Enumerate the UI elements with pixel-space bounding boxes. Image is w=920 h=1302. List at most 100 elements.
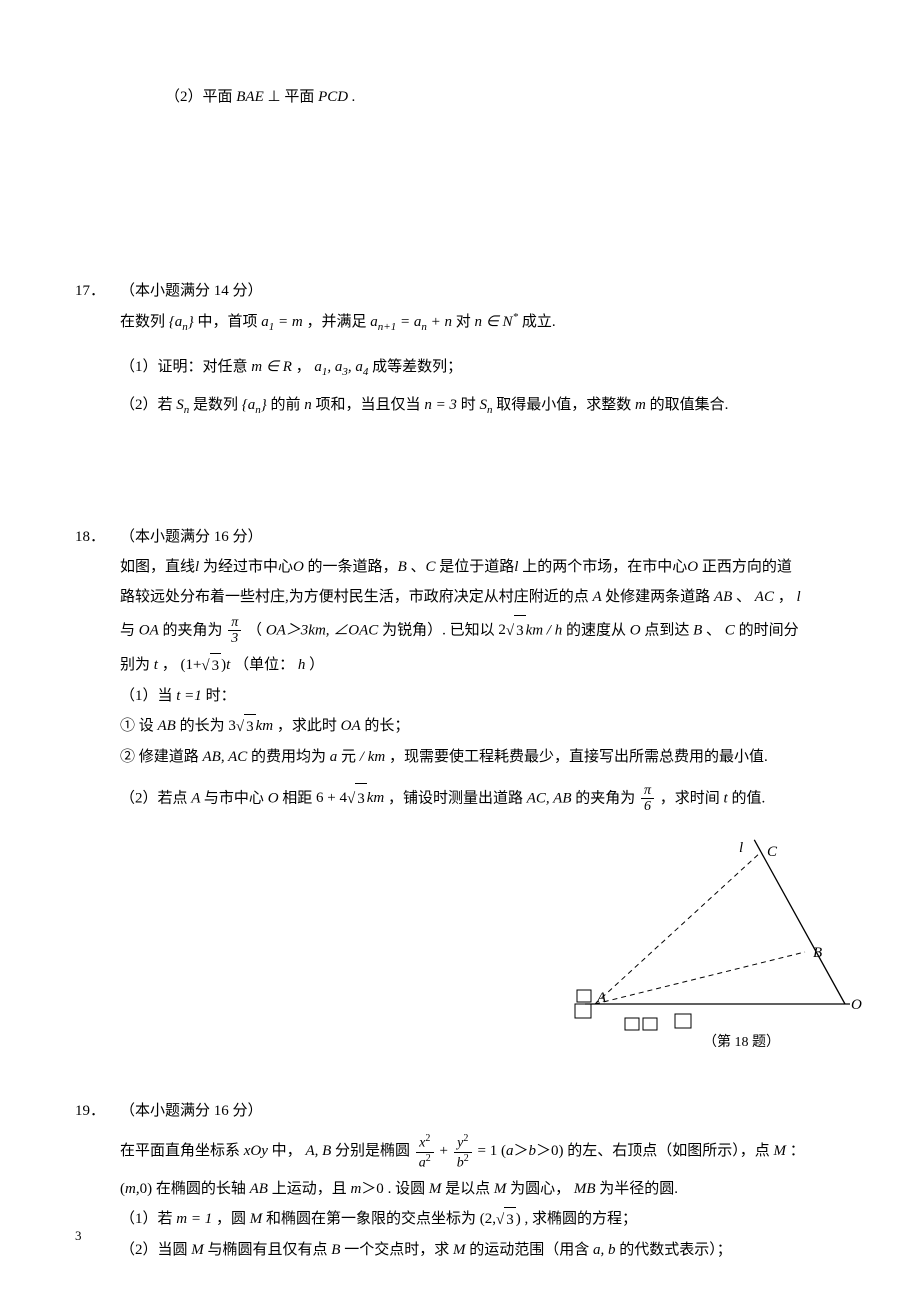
q18-l4c: （单位：: [234, 657, 294, 673]
page-number: 3: [75, 1226, 82, 1247]
q19-M5: M: [191, 1242, 207, 1258]
q19-M6: M: [453, 1242, 469, 1258]
q18-p1b: 时：: [206, 688, 236, 704]
q18-p12d: ，现需要使工程耗费最少，直接写出所需总费用的最小值.: [389, 749, 768, 765]
q18-p11b: 的长为: [180, 718, 225, 734]
q17: 17． （本小题满分 14 分） 在数列 {an} 中，首项 a1 = m ，并…: [75, 279, 845, 420]
q18-p2d: ，铺设时测量出道路: [388, 790, 523, 806]
q17-rec: an+1 = an + n: [370, 314, 455, 330]
q17-p2-f: 取得最小值，求整数: [496, 397, 631, 413]
q18-figure-caption: （第 18 题）: [703, 1032, 780, 1054]
q18-l3h: 的时间分: [739, 622, 799, 638]
q19-p2c: 一个交点时，求: [344, 1242, 449, 1258]
q18-O4: O: [268, 790, 279, 806]
q17-number: 17．: [75, 279, 105, 303]
q16-pcd: PCD .: [318, 89, 356, 105]
q18-l1b: 为经过市中心: [203, 559, 293, 575]
q17-p1-a: （1）证明：对任意: [120, 359, 248, 375]
q18-B2: B: [693, 622, 702, 638]
q18-AB: AB: [714, 589, 732, 605]
q17-stem-b: 中，首项: [198, 314, 258, 330]
q18-O3: O: [630, 622, 641, 638]
q18-l2c: 、: [736, 589, 751, 605]
q18-l4d: ）: [309, 657, 324, 673]
q18-p1a: （1）当: [120, 688, 173, 704]
q18-l4a: 别为: [120, 657, 150, 673]
svg-text:l: l: [739, 840, 743, 856]
q17-p2-c: 的前: [271, 397, 301, 413]
q18-header: （本小题满分 16 分）: [120, 525, 845, 549]
q18-a: a: [330, 749, 338, 765]
q18-l1d: 、: [410, 559, 425, 575]
q16-bae: BAE: [236, 89, 264, 105]
q18-pi3: π3: [228, 615, 241, 647]
q18-p11c: ，求此时: [277, 718, 337, 734]
q17-Sn2: Sn: [479, 397, 496, 413]
q18-p2f: ，求时间: [660, 790, 720, 806]
q18-p2c: 相距: [282, 790, 312, 806]
q19-eq1: = 1: [478, 1143, 498, 1159]
q18-t13: (1+3)t: [180, 657, 230, 673]
q18-l3f: 点到达: [644, 622, 689, 638]
q18-B: B: [398, 559, 407, 575]
q17-a1: a1 = m: [261, 314, 302, 330]
q16-p2-mid: ⊥ 平面: [268, 89, 315, 105]
q18-p12a: ② 修建道路: [120, 749, 199, 765]
q18-l3: l: [796, 589, 800, 605]
q19-p1c: 和椭圆在第一象限的交点坐标为: [266, 1211, 476, 1227]
q18-figure: lCBOA （第 18 题）: [120, 824, 845, 1054]
q19-header: （本小题满分 16 分）: [120, 1099, 845, 1123]
q19-number: 19．: [75, 1099, 105, 1123]
q18-number: 18．: [75, 525, 105, 549]
q19-abv: a, b: [593, 1242, 616, 1258]
q19-p2a: （2）当圆: [120, 1242, 188, 1258]
q19-MB: MB: [574, 1181, 599, 1197]
q17-seq2: {an}: [242, 397, 267, 413]
q19-plus: +: [440, 1143, 452, 1159]
q17-a134: a1, a3, a4: [314, 359, 372, 375]
q19-p2b: 与椭圆有且仅有点: [208, 1242, 328, 1258]
q19-l2c: . 设圆: [388, 1181, 426, 1197]
q18-ACAB: AC, AB: [527, 790, 572, 806]
q18-C: C: [426, 559, 436, 575]
q18-p12b: 的费用均为: [251, 749, 326, 765]
q18-6p4sqrt3: 6 + 43km: [316, 790, 384, 806]
q18-p12c: 元: [341, 749, 356, 765]
q18-p2a: （2）若点: [120, 790, 188, 806]
q18-l1c: 的一条道路，: [308, 559, 398, 575]
q19-frac2: y2b2: [454, 1133, 472, 1170]
q19-l2a: 在椭圆的长轴: [156, 1181, 246, 1197]
q19-l1b: 中，: [272, 1143, 302, 1159]
q17-p1-b: ，: [296, 359, 311, 375]
q19-M: M: [774, 1143, 790, 1159]
q18-l3a: 与: [120, 622, 135, 638]
q17-nN: n ∈ N*: [474, 314, 521, 330]
q17-stem-d: 对: [456, 314, 471, 330]
q18-p11d: 的长；: [364, 718, 409, 734]
q18-ABAC: AB, AC: [203, 749, 248, 765]
q17-Sn: Sn: [176, 397, 193, 413]
q17-m: m: [635, 397, 650, 413]
q18-l1f: 上的两个市场，在市中心: [522, 559, 687, 575]
q19-l1d: 的左、右顶点（如图所示），点: [567, 1143, 770, 1159]
svg-text:C: C: [767, 844, 778, 860]
q19-Bv: B: [331, 1242, 344, 1258]
q18-O: O: [293, 559, 304, 575]
q19-l1e: ：: [790, 1143, 805, 1159]
q18-t1: t =1: [176, 688, 205, 704]
q18-l2d: ，: [778, 589, 793, 605]
q19-frac1: x2a2: [416, 1133, 434, 1170]
q19-M4: M: [250, 1211, 266, 1227]
q17-stem-a: 在数列: [120, 314, 165, 330]
q19-ABv: AB: [250, 1181, 272, 1197]
q18-p2e: 的夹角为: [575, 790, 635, 806]
q17-n3: n = 3: [424, 397, 460, 413]
q19-m0: (m,0): [120, 1181, 152, 1197]
q19-l2d: 是以点: [445, 1181, 490, 1197]
q17-p2-d: 项和，当且仅当: [316, 397, 421, 413]
q19-M2: M: [429, 1181, 445, 1197]
q18-t2: t: [724, 790, 728, 806]
q17-seq: {an}: [169, 314, 194, 330]
q17-p2-g: 的取值集合.: [650, 397, 729, 413]
q16-p2-prefix: （2）平面: [165, 89, 233, 105]
